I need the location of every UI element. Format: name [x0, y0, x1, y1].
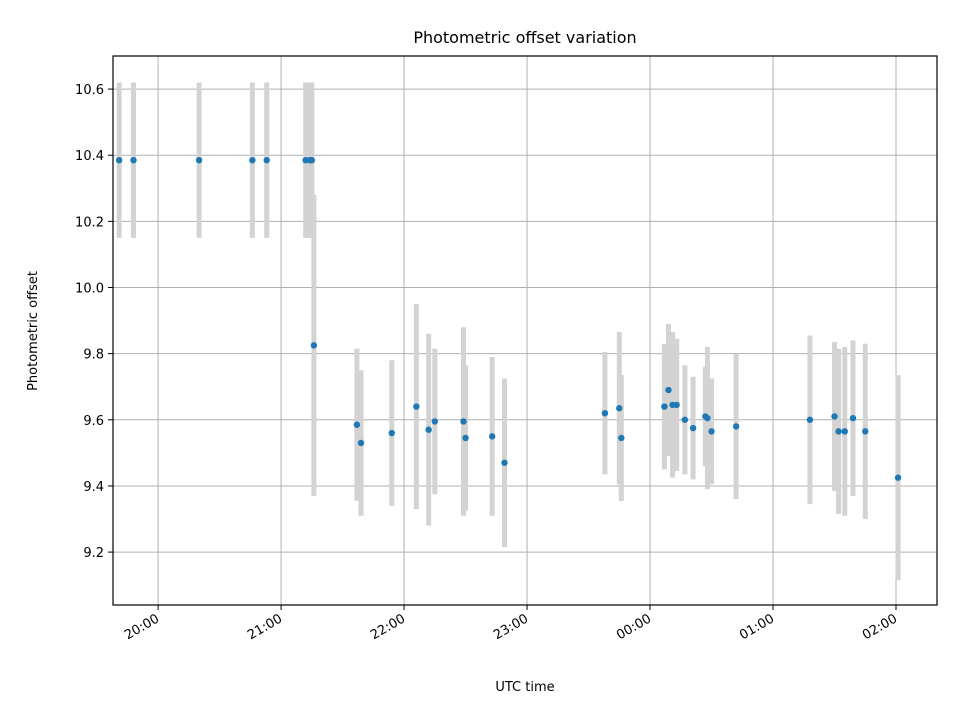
y-tick-label: 10.4: [75, 149, 104, 164]
y-tick-label: 9.6: [83, 414, 104, 429]
data-point: [841, 428, 848, 435]
x-tick-label: 20:00: [122, 611, 162, 643]
y-axis-label: Photometric offset: [26, 271, 41, 391]
y-tick-label: 10.6: [75, 83, 104, 98]
data-point: [308, 156, 316, 164]
data-point: [618, 434, 625, 442]
grid-layer: [113, 56, 937, 605]
data-point: [894, 474, 902, 481]
data-point: [413, 403, 420, 410]
y-tick-label: 10.2: [75, 215, 104, 230]
data-point: [353, 421, 361, 428]
data-point: [665, 386, 672, 394]
data-point: [862, 428, 869, 435]
errorbar-layer: [116, 82, 901, 581]
data-point: [732, 423, 740, 430]
chart-title: Photometric offset variation: [413, 28, 636, 47]
data-point: [616, 405, 623, 412]
y-tick-label: 9.2: [83, 546, 104, 561]
data-point: [263, 156, 270, 164]
data-point: [460, 418, 467, 425]
data-point: [704, 414, 711, 422]
data-point: [689, 424, 697, 432]
x-tick-label: 22:00: [368, 611, 408, 643]
plot-frame: [112, 55, 938, 606]
data-point: [849, 414, 857, 422]
data-point: [661, 403, 668, 410]
data-point: [425, 426, 432, 433]
x-tick-label: 02:00: [860, 611, 900, 643]
y-tick-label: 10.0: [75, 282, 104, 297]
x-tick-label: 01:00: [737, 611, 777, 643]
data-point: [310, 342, 318, 349]
data-point: [681, 416, 689, 423]
data-point: [601, 409, 609, 417]
x-tick-label: 21:00: [245, 611, 285, 643]
data-point: [115, 156, 123, 164]
data-point: [489, 433, 496, 440]
data-point: [501, 459, 508, 466]
data-point: [130, 156, 137, 164]
y-tick-label: 9.8: [83, 348, 104, 363]
x-tick-label: 23:00: [491, 611, 531, 643]
data-point: [195, 156, 203, 164]
y-tick-label: 9.4: [83, 480, 104, 495]
data-point: [462, 434, 469, 442]
data-point: [831, 413, 838, 420]
data-point: [431, 418, 439, 425]
x-tick-label: 00:00: [614, 611, 654, 643]
data-point: [708, 428, 715, 435]
data-point: [388, 429, 395, 437]
x-axis-label: UTC time: [495, 680, 554, 695]
data-point: [673, 401, 680, 409]
data-point: [835, 428, 842, 435]
point-layer: [115, 156, 902, 481]
data-point: [249, 156, 256, 164]
data-point: [357, 439, 365, 447]
data-point: [806, 416, 814, 423]
